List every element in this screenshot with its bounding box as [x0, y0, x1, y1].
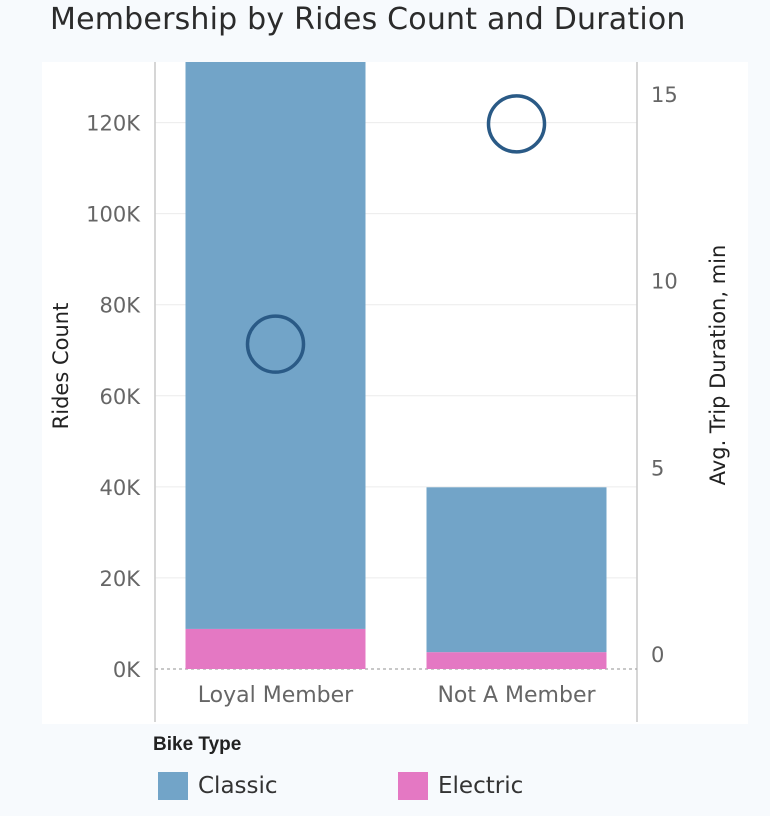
y-tick-label: 20K — [100, 567, 142, 591]
legend-label-classic: Classic — [198, 773, 278, 799]
legend-title: Bike Type — [153, 734, 242, 755]
x-tick-label: Loyal Member — [198, 683, 354, 708]
y-tick-label: 40K — [100, 476, 142, 500]
y2-tick-label: 15 — [651, 83, 678, 107]
axis-labels: 0K 20K 40K 60K 80K 100K 120K 0 5 10 15 Loyal Member… — [49, 83, 730, 708]
y-axis-title: Rides Count — [49, 303, 73, 430]
legend-swatch-classic — [158, 772, 188, 800]
x-tick-label: Not A Member — [437, 683, 596, 708]
legend-item-classic[interactable]: Classic — [158, 772, 278, 800]
legend-item-electric[interactable]: Electric — [398, 772, 523, 800]
duration-markers — [245, 94, 547, 374]
legend-label-electric: Electric — [438, 773, 524, 799]
chart-panel — [42, 62, 748, 724]
y-tick-label: 100K — [86, 203, 141, 227]
bars — [185, 62, 607, 669]
y-tick-label: 0K — [113, 658, 141, 682]
chart-title: Membership by Rides Count and Duration — [50, 2, 686, 37]
y2-tick-label: 5 — [651, 456, 664, 480]
y-tick-label: 60K — [100, 385, 142, 409]
membership-chart: 0K 20K 40K 60K 80K 100K 120K 0 5 10 15 Loyal Member… — [49, 62, 730, 722]
duration-marker — [245, 314, 306, 374]
bar-classic — [185, 62, 366, 629]
y-tick-label: 80K — [100, 294, 142, 318]
bar-electric — [185, 628, 366, 669]
y-tick-label: 120K — [86, 112, 141, 136]
legend-swatch-electric — [398, 772, 428, 800]
y2-axis-title: Avg. Trip Duration, min — [706, 245, 730, 486]
y2-tick-label: 0 — [651, 643, 664, 667]
bar-classic — [426, 487, 607, 653]
y2-tick-label: 10 — [651, 270, 678, 294]
duration-marker — [486, 94, 547, 154]
bar-electric — [426, 652, 607, 669]
